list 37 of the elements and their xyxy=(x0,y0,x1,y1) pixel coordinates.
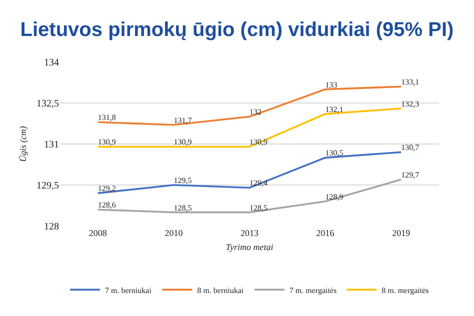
data-label: 129,2 xyxy=(98,184,116,194)
x-tick-label: 2013 xyxy=(240,228,259,238)
data-label: 132,3 xyxy=(401,99,420,108)
chart-title: Lietuvos pirmokų ūgio (cm) vidurkiai (95% PI) xyxy=(20,19,454,42)
data-label: 131,7 xyxy=(174,116,192,125)
data-label: 128,6 xyxy=(98,200,116,210)
data-label: 133 xyxy=(325,80,338,90)
legend-label: 8 m. berniukai xyxy=(197,286,244,295)
data-label: 130,5 xyxy=(325,148,344,158)
data-label: 130,7 xyxy=(401,143,420,152)
data-label: 132,1 xyxy=(325,104,344,114)
data-label: 128,9 xyxy=(325,192,344,202)
data-label: 131,8 xyxy=(98,113,116,122)
line-series xyxy=(97,86,402,126)
data-label: 133,1 xyxy=(401,78,420,87)
y-tick-label: 128 xyxy=(44,222,59,232)
data-label: 128,5 xyxy=(250,203,268,212)
y-tick-label: 132,5 xyxy=(36,98,59,110)
x-tick-label: 2019 xyxy=(392,228,411,238)
y-axis-title: Ūgis (cm) xyxy=(18,126,28,162)
x-axis-title: Tyrimo metai xyxy=(226,242,274,252)
y-tick-label: 129,5 xyxy=(36,180,59,192)
y-tick-label: 134 xyxy=(44,58,59,68)
data-label: 128,5 xyxy=(174,203,192,212)
legend-label: 8 m. mergaitės xyxy=(382,286,429,295)
data-label: 129,5 xyxy=(174,176,192,185)
y-tick-label: 131 xyxy=(44,140,59,150)
legend-label: 7 m. mergaitės xyxy=(289,286,337,295)
legend-label: 7 m. berniukai xyxy=(105,286,152,295)
x-tick-label: 2010 xyxy=(164,228,184,238)
data-label: 129,7 xyxy=(401,170,420,180)
x-tick-label: 2016 xyxy=(316,228,335,238)
line-series xyxy=(97,178,402,214)
line-series xyxy=(97,151,402,194)
data-label: 130,9 xyxy=(174,138,192,147)
data-label: 130,9 xyxy=(98,138,116,147)
x-tick-label: 2008 xyxy=(88,228,108,238)
